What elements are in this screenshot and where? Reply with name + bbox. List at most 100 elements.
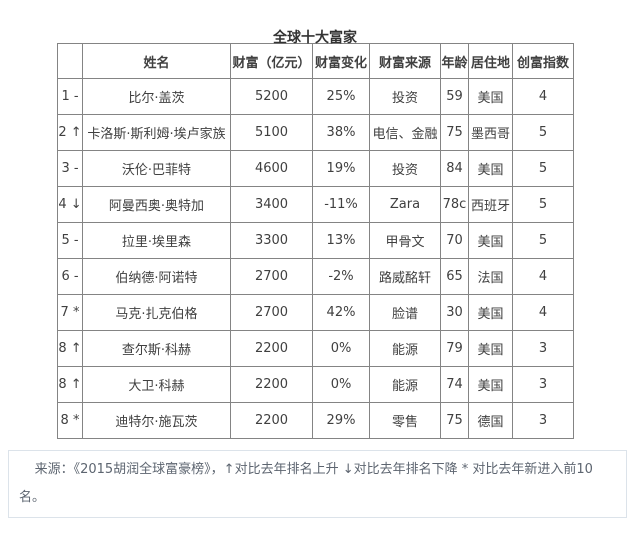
cell-wealth: 2700 — [230, 294, 313, 331]
cell-age: 65 — [440, 258, 469, 295]
cell-index: 4 — [512, 258, 574, 295]
table-row: 8 ↑ 大卫·科赫 2200 0% 能源 74 美国 3 — [57, 366, 574, 403]
cell-change: 42% — [312, 294, 370, 331]
cell-source: Zara — [369, 186, 441, 223]
table-body: 1 - 比尔·盖茨 5200 25% 投资 59 美国 4 2 ↑ 卡洛斯·斯利姆·埃卢家族 510… — [57, 78, 574, 439]
cell-residence: 美国 — [468, 330, 513, 367]
table-row: 3 - 沃伦·巴菲特 4600 19% 投资 84 美国 5 — [57, 150, 574, 187]
cell-index: 4 — [512, 294, 574, 331]
cell-change: 25% — [312, 78, 370, 115]
cell-index: 5 — [512, 222, 574, 259]
cell-wealth: 2200 — [230, 402, 313, 439]
rich-list-table: 姓名 财富（亿元） 财富变化 财富来源 年龄 居住地 创富指数 1 - 比尔·盖茨 5200 25… — [57, 43, 574, 439]
cell-name: 伯纳德·阿诺特 — [82, 258, 231, 295]
cell-source: 投资 — [369, 150, 441, 187]
column-header-age: 年龄 — [440, 43, 469, 79]
cell-change: 0% — [312, 330, 370, 367]
cell-residence: 墨西哥 — [468, 114, 513, 151]
cell-change: 13% — [312, 222, 370, 259]
cell-rank: 1 - — [57, 78, 83, 115]
column-header-residence: 居住地 — [468, 43, 513, 79]
cell-rank: 8 * — [57, 402, 83, 439]
cell-wealth: 2200 — [230, 366, 313, 403]
cell-name: 查尔斯·科赫 — [82, 330, 231, 367]
cell-wealth: 5100 — [230, 114, 313, 151]
table-row: 8 ↑ 查尔斯·科赫 2200 0% 能源 79 美国 3 — [57, 330, 574, 367]
cell-index: 3 — [512, 366, 574, 403]
cell-rank: 3 - — [57, 150, 83, 187]
cell-index: 3 — [512, 402, 574, 439]
table-row: 5 - 拉里·埃里森 3300 13% 甲骨文 70 美国 5 — [57, 222, 574, 259]
cell-age: 79 — [440, 330, 469, 367]
cell-name: 比尔·盖茨 — [82, 78, 231, 115]
cell-rank: 7 * — [57, 294, 83, 331]
cell-residence: 美国 — [468, 294, 513, 331]
cell-residence: 德国 — [468, 402, 513, 439]
table-row: 8 * 迪特尔·施瓦茨 2200 29% 零售 75 德国 3 — [57, 402, 574, 439]
header-row: 姓名 财富（亿元） 财富变化 财富来源 年龄 居住地 创富指数 — [57, 43, 574, 79]
cell-rank: 8 ↑ — [57, 330, 83, 367]
cell-age: 75 — [440, 402, 469, 439]
page-title: 全球十大富家 — [273, 30, 357, 46]
cell-age: 74 — [440, 366, 469, 403]
cell-residence: 美国 — [468, 366, 513, 403]
cell-index: 5 — [512, 186, 574, 223]
cell-source: 能源 — [369, 366, 441, 403]
cell-wealth: 2200 — [230, 330, 313, 367]
column-header-source: 财富来源 — [369, 43, 441, 79]
cell-rank: 6 - — [57, 258, 83, 295]
source-note: 来源：《2015胡润全球富豪榜》，↑对比去年排名上升 ↓对比去年排名下降 * 对… — [8, 450, 627, 518]
cell-residence: 西班牙 — [468, 186, 513, 223]
cell-source: 电信、金融 — [369, 114, 441, 151]
cell-change: 29% — [312, 402, 370, 439]
cell-source: 脸谱 — [369, 294, 441, 331]
column-header-change: 财富变化 — [312, 43, 370, 79]
cell-residence: 美国 — [468, 78, 513, 115]
table-header: 姓名 财富（亿元） 财富变化 财富来源 年龄 居住地 创富指数 — [57, 43, 574, 79]
column-header-index: 创富指数 — [512, 43, 574, 79]
column-header-name: 姓名 — [82, 43, 231, 79]
cell-name: 阿曼西奥·奥特加 — [82, 186, 231, 223]
cell-rank: 2 ↑ — [57, 114, 83, 151]
cell-residence: 美国 — [468, 150, 513, 187]
table-row: 7 * 马克·扎克伯格 2700 42% 脸谱 30 美国 4 — [57, 294, 574, 331]
cell-change: 38% — [312, 114, 370, 151]
cell-index: 3 — [512, 330, 574, 367]
cell-change: -2% — [312, 258, 370, 295]
cell-age: 59 — [440, 78, 469, 115]
cell-residence: 法国 — [468, 258, 513, 295]
cell-source: 零售 — [369, 402, 441, 439]
cell-name: 拉里·埃里森 — [82, 222, 231, 259]
cell-name: 卡洛斯·斯利姆·埃卢家族 — [82, 114, 231, 151]
cell-change: 0% — [312, 366, 370, 403]
table-row: 2 ↑ 卡洛斯·斯利姆·埃卢家族 5100 38% 电信、金融 75 墨西哥 5 — [57, 114, 574, 151]
cell-source: 甲骨文 — [369, 222, 441, 259]
table-row: 6 - 伯纳德·阿诺特 2700 -2% 路威酩轩 65 法国 4 — [57, 258, 574, 295]
column-header-wealth: 财富（亿元） — [230, 43, 313, 79]
cell-age: 78c — [440, 186, 469, 223]
table-row: 4 ↓ 阿曼西奥·奥特加 3400 -11% Zara 78c 西班牙 5 — [57, 186, 574, 223]
cell-age: 75 — [440, 114, 469, 151]
cell-wealth: 3400 — [230, 186, 313, 223]
cell-source: 路威酩轩 — [369, 258, 441, 295]
cell-rank: 4 ↓ — [57, 186, 83, 223]
cell-wealth: 2700 — [230, 258, 313, 295]
cell-age: 70 — [440, 222, 469, 259]
cell-change: -11% — [312, 186, 370, 223]
cell-index: 5 — [512, 150, 574, 187]
cell-residence: 美国 — [468, 222, 513, 259]
cell-wealth: 4600 — [230, 150, 313, 187]
cell-age: 84 — [440, 150, 469, 187]
cell-wealth: 3300 — [230, 222, 313, 259]
cell-age: 30 — [440, 294, 469, 331]
cell-name: 沃伦·巴菲特 — [82, 150, 231, 187]
cell-rank: 8 ↑ — [57, 366, 83, 403]
cell-name: 马克·扎克伯格 — [82, 294, 231, 331]
cell-source: 能源 — [369, 330, 441, 367]
cell-change: 19% — [312, 150, 370, 187]
cell-name: 迪特尔·施瓦茨 — [82, 402, 231, 439]
cell-index: 5 — [512, 114, 574, 151]
table-row: 1 - 比尔·盖茨 5200 25% 投资 59 美国 4 — [57, 78, 574, 115]
column-header-rank — [57, 43, 83, 79]
